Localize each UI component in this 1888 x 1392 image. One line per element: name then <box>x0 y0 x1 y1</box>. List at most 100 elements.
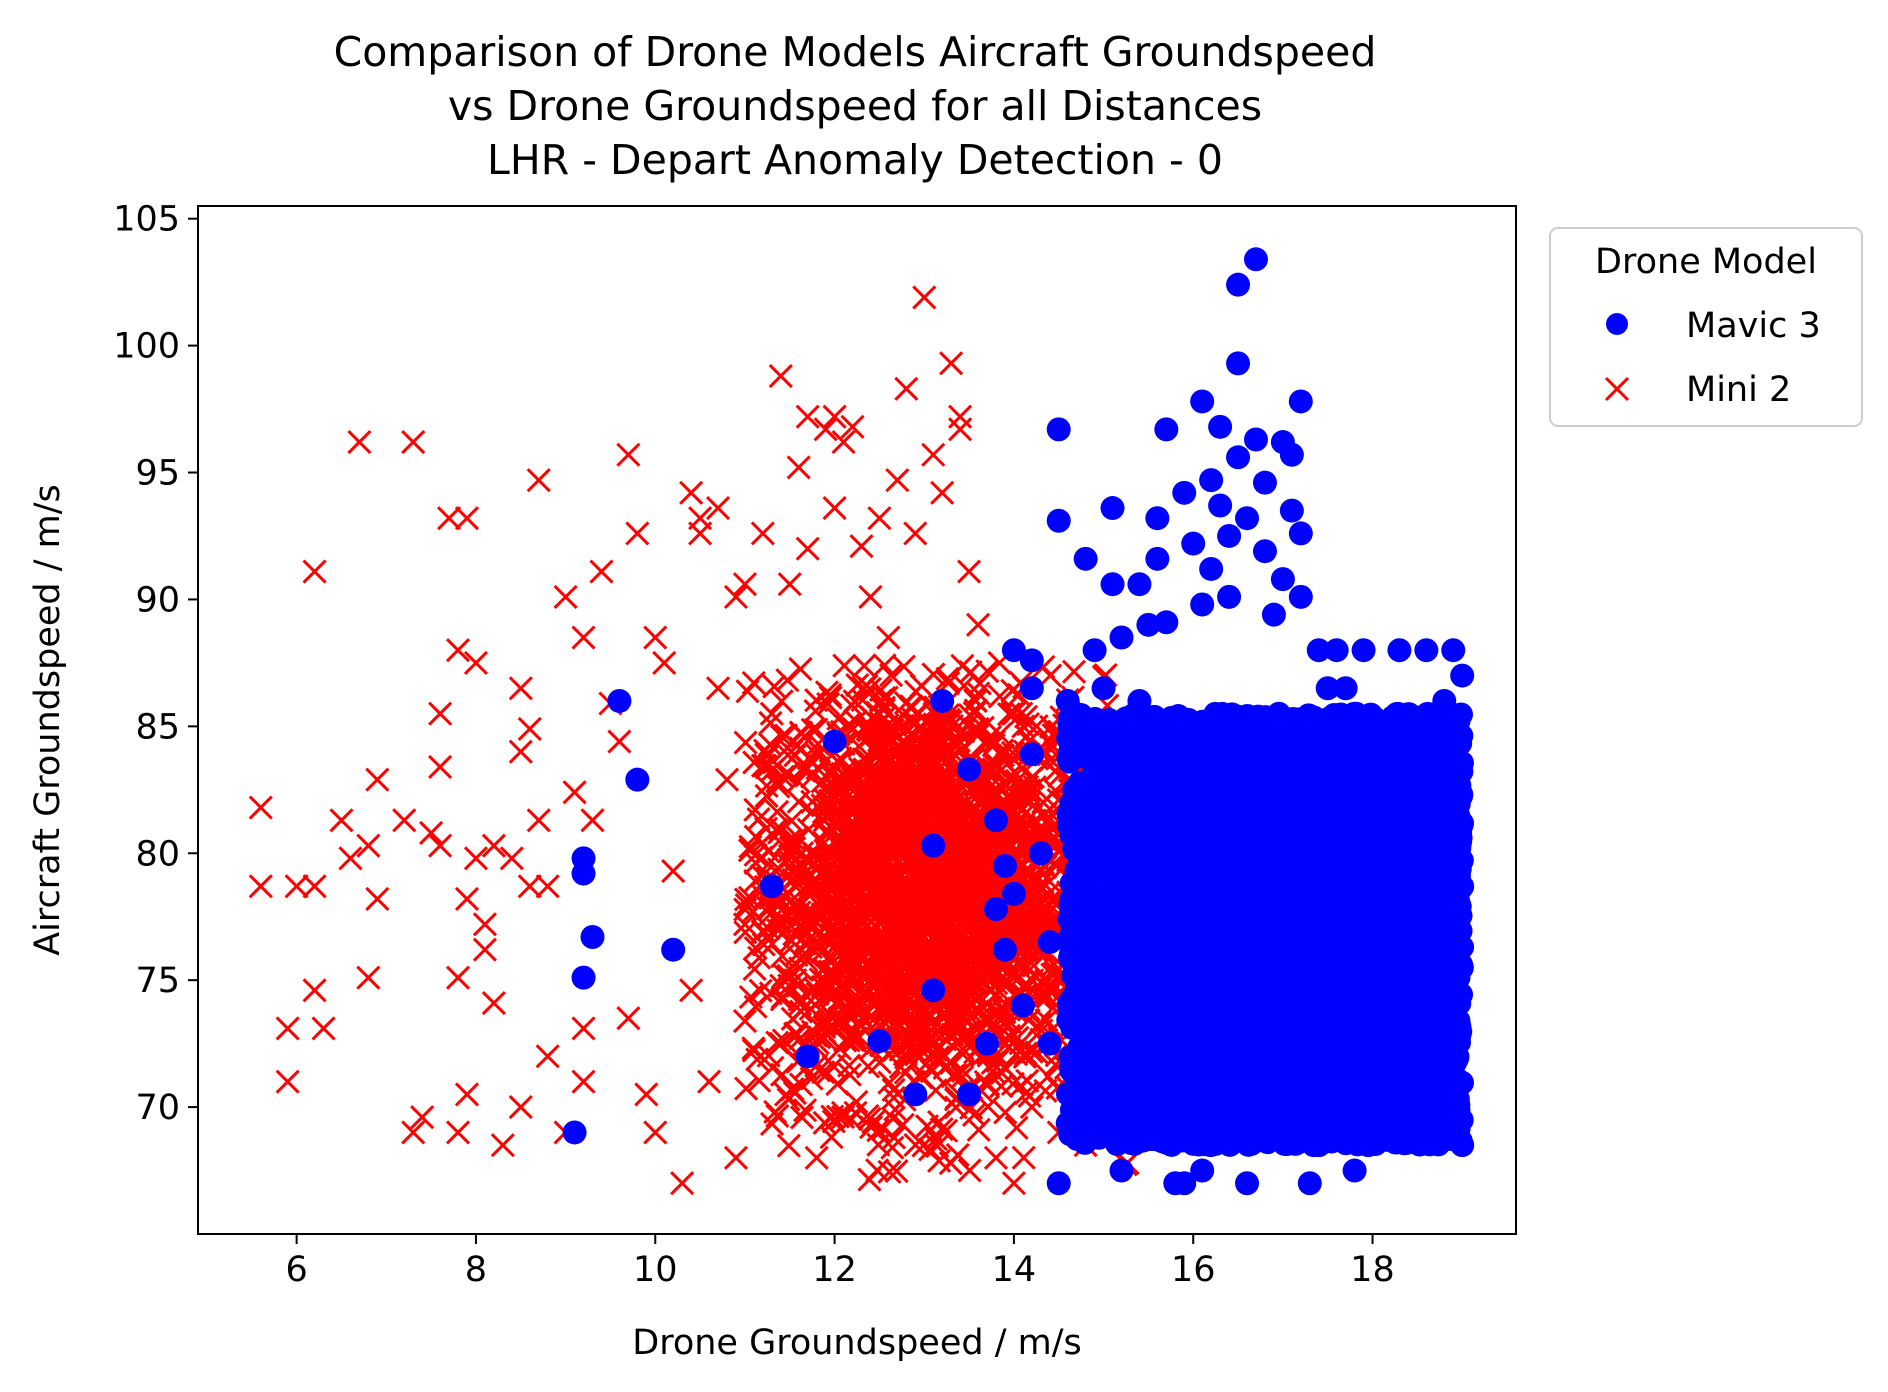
point-mini-2 <box>1061 659 1087 684</box>
point-mini-2 <box>723 584 749 609</box>
point-mini-2 <box>472 912 497 937</box>
point-mini-2 <box>625 521 650 546</box>
point-mini-2 <box>748 978 773 1003</box>
point-mini-2 <box>723 1145 749 1170</box>
point-mini-2 <box>472 937 497 962</box>
point-mini-2 <box>837 1062 862 1087</box>
point-mini-2 <box>1033 801 1058 827</box>
point-mini-2 <box>481 990 506 1016</box>
point-mini-2 <box>876 625 901 650</box>
point-mini-2 <box>966 681 991 706</box>
point-mini-2 <box>428 701 453 726</box>
point-mini-2 <box>792 1098 818 1123</box>
point-mini-2 <box>775 668 800 693</box>
point-mini-2 <box>356 833 381 858</box>
point-mini-2 <box>874 685 899 710</box>
point-mini-2 <box>735 679 760 704</box>
point-mini-2 <box>284 874 309 899</box>
point-mini-2 <box>930 480 955 505</box>
point-mini-2 <box>880 1106 905 1131</box>
point-mini-2 <box>926 1045 951 1070</box>
point-mini-2 <box>302 874 327 899</box>
point-mini-2 <box>347 429 372 455</box>
point-mini-2 <box>843 1100 868 1125</box>
point-mini-2 <box>951 673 977 698</box>
point-mini-2 <box>939 1050 964 1075</box>
point-mini-2 <box>535 874 560 899</box>
point-mini-2 <box>921 442 946 467</box>
point-mini-2 <box>445 638 471 663</box>
point-mini-2 <box>993 1100 1018 1125</box>
point-mini-2 <box>784 943 809 968</box>
point-mini-2 <box>858 584 883 609</box>
point-mini-2 <box>795 536 820 561</box>
point-mini-2 <box>804 1145 829 1170</box>
point-mini-2 <box>987 684 1012 709</box>
point-mini-2 <box>311 1016 336 1041</box>
point-mini-2 <box>867 506 892 531</box>
point-mini-2 <box>813 417 838 442</box>
point-mini-2 <box>553 584 578 609</box>
point-mini-2 <box>776 1133 801 1158</box>
point-mini-2 <box>927 1148 952 1173</box>
point-mini-2 <box>248 795 273 820</box>
point-mini-2 <box>929 797 954 822</box>
point-mini-2 <box>535 1044 560 1069</box>
point-mini-2 <box>463 846 489 871</box>
point-mini-2 <box>436 506 462 531</box>
point-mini-2 <box>812 1110 837 1135</box>
point-mini-2 <box>750 521 775 546</box>
point-mini-2 <box>754 783 779 809</box>
point-mini-2 <box>877 749 902 774</box>
point-mini-2 <box>733 730 758 755</box>
point-mini-2 <box>872 653 897 678</box>
point-mini-2 <box>454 506 480 531</box>
point-mini-2 <box>607 729 632 754</box>
point-mini-2 <box>782 828 807 853</box>
point-mini-2 <box>1036 1064 1061 1089</box>
point-mini-2 <box>275 1069 300 1094</box>
point-mini-2 <box>1037 869 1062 894</box>
point-mini-2 <box>821 869 846 894</box>
point-mini-2 <box>769 689 794 714</box>
point-mini-2 <box>831 809 856 834</box>
point-mini-2 <box>589 559 614 584</box>
series-mini-2 <box>248 285 1161 1196</box>
point-mini-2 <box>526 468 551 493</box>
point-mini-2 <box>490 1133 515 1158</box>
point-mini-2 <box>976 768 1001 793</box>
point-mini-2 <box>1004 768 1029 793</box>
point-mini-2 <box>966 1117 991 1142</box>
point-mini-2 <box>939 351 964 376</box>
point-mini-2 <box>958 660 983 685</box>
point-mini-2 <box>445 965 471 990</box>
point-mini-2 <box>765 1030 790 1055</box>
point-mini-2 <box>1014 1081 1039 1106</box>
point-mini-2 <box>765 799 790 824</box>
point-mini-2 <box>885 468 910 493</box>
point-mini-2 <box>463 650 489 675</box>
point-mini-2 <box>903 521 928 546</box>
point-mini-2 <box>643 1120 668 1145</box>
point-mini-2 <box>875 713 900 738</box>
point-mini-2 <box>1004 1115 1029 1140</box>
point-mini-2 <box>957 559 982 584</box>
point-mini-2 <box>743 842 768 867</box>
point-mini-2 <box>777 973 802 998</box>
point-mini-2 <box>365 886 390 912</box>
point-mini-2 <box>743 994 768 1019</box>
point-mini-2 <box>995 968 1020 993</box>
point-mini-2 <box>454 886 480 912</box>
point-mini-2 <box>989 1060 1014 1086</box>
point-mini-2 <box>910 885 935 910</box>
point-mini-2 <box>481 833 506 858</box>
point-mini-2 <box>526 808 551 833</box>
point-mini-2 <box>688 521 713 546</box>
point-mini-2 <box>844 1089 869 1114</box>
point-mini-2 <box>818 682 843 708</box>
point-mini-2 <box>302 978 327 1003</box>
point-mini-2 <box>392 808 417 833</box>
point-mini-2 <box>401 429 426 455</box>
point-mini-2 <box>428 754 453 780</box>
